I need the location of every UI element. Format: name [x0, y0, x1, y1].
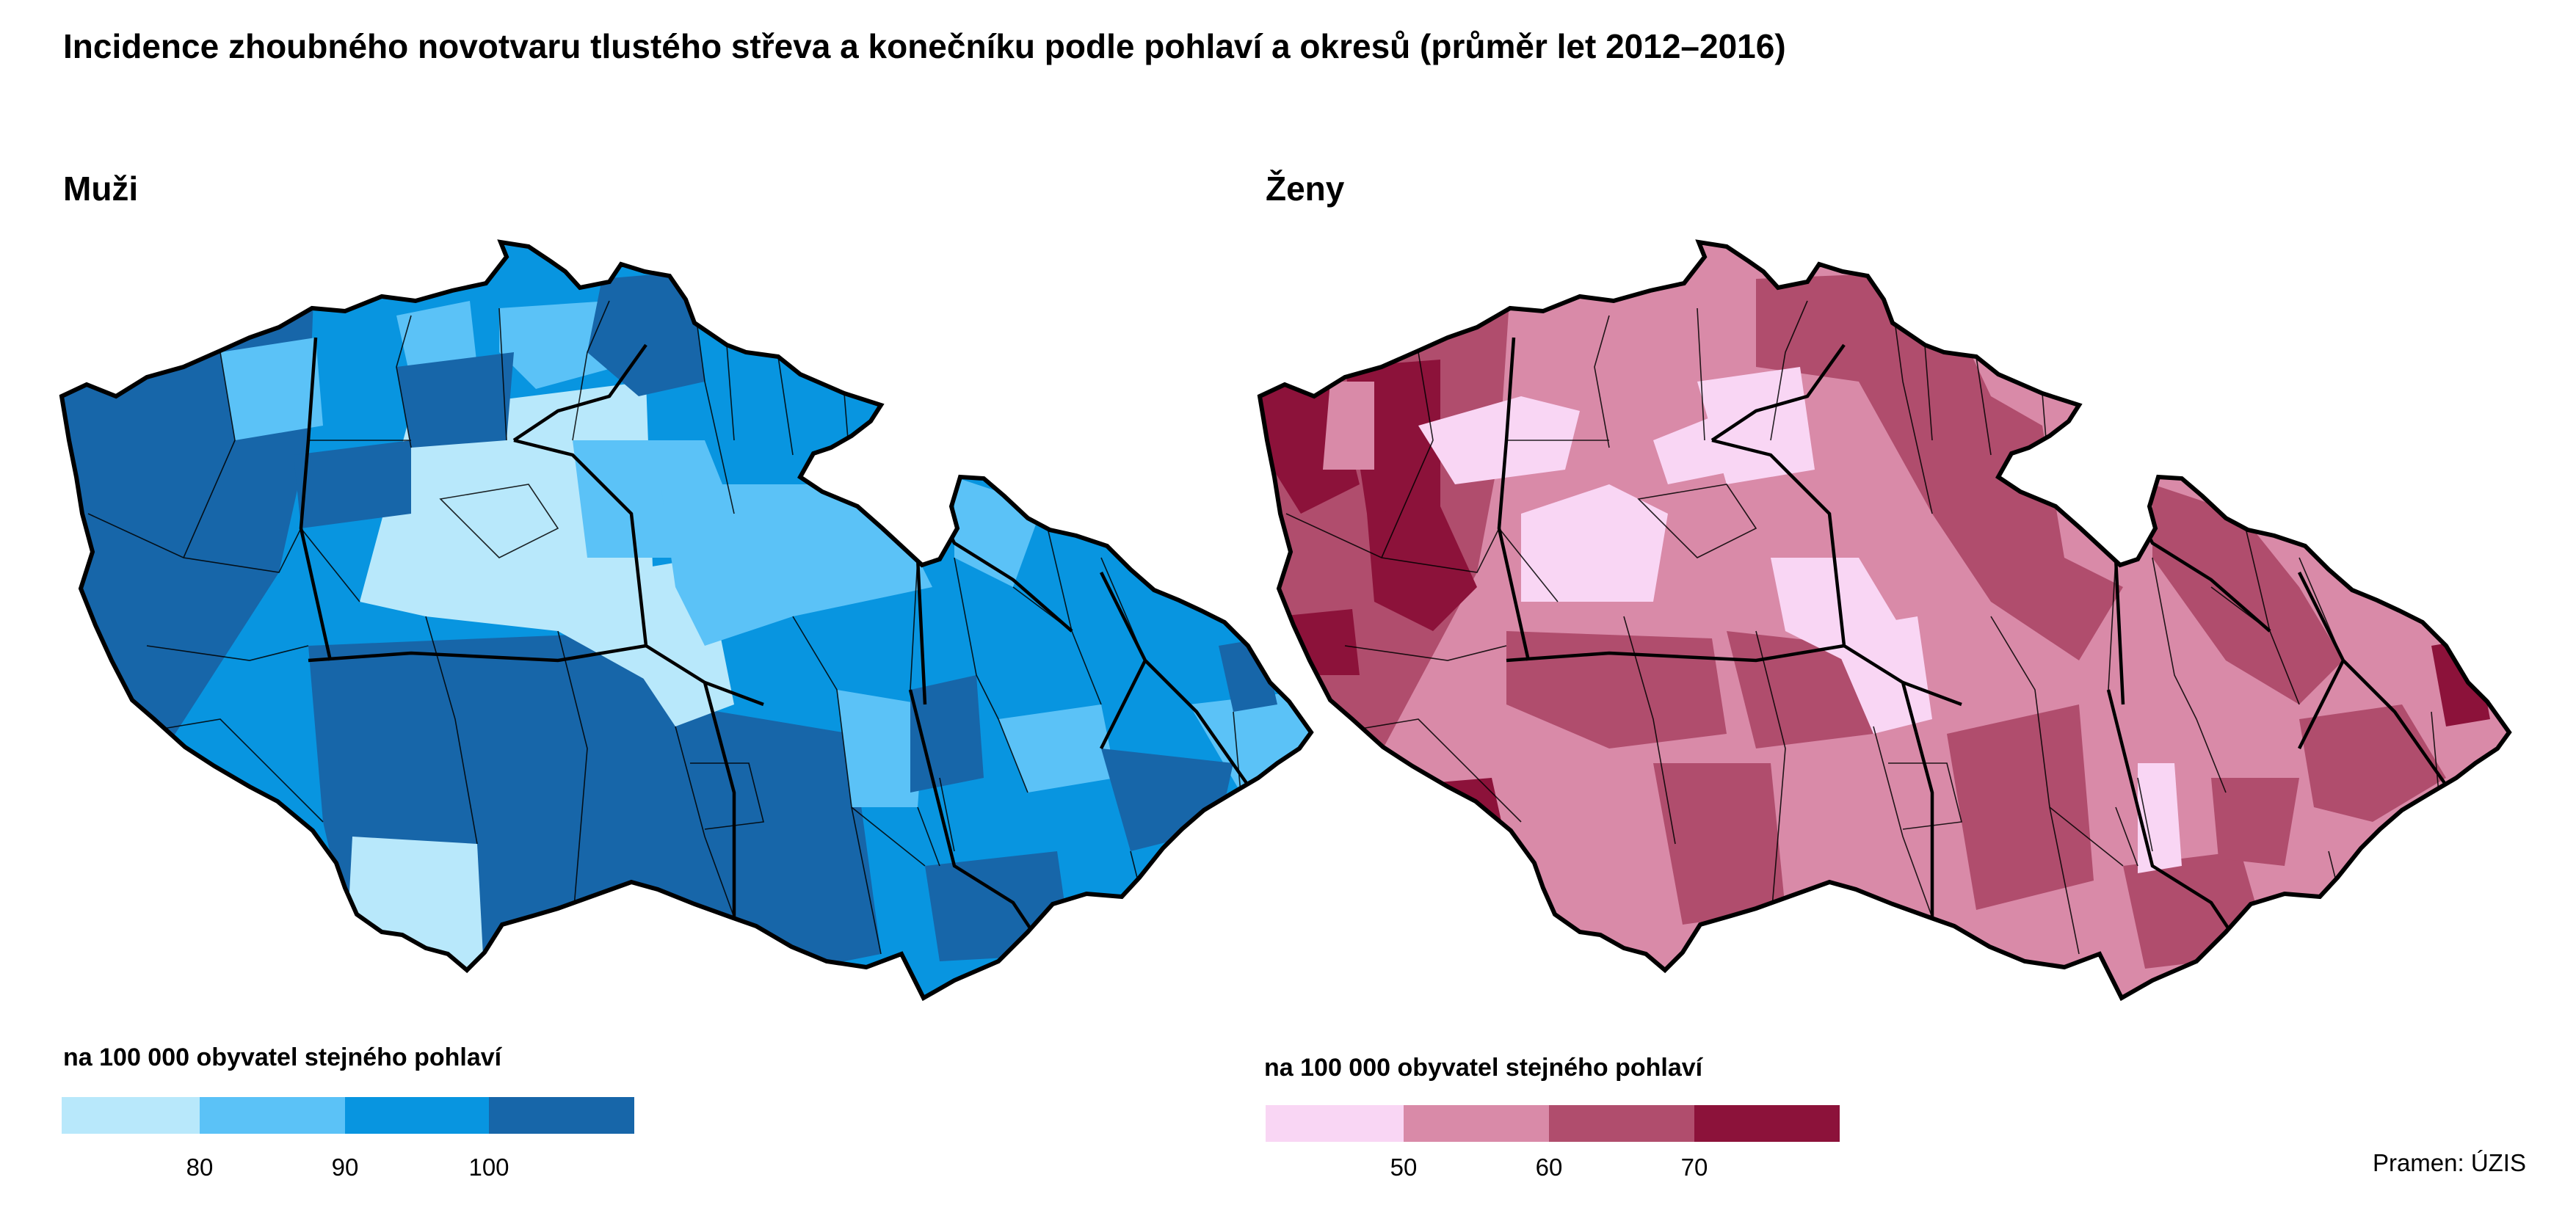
men-map [44, 235, 1336, 1013]
women-legend-swatch-3 [1549, 1105, 1694, 1142]
district-region [998, 704, 1116, 793]
region-borders [1497, 337, 2448, 948]
district-region [1756, 272, 2123, 660]
page-title: Incidence zhoubného novotvaru tlustého s… [63, 27, 1786, 65]
district-region [294, 440, 411, 528]
district-region [661, 484, 932, 646]
district-region [1418, 396, 1580, 484]
district-region [1506, 631, 1727, 748]
district-region [345, 837, 485, 983]
district-region [837, 690, 925, 807]
district-region [1697, 367, 1815, 484]
district-region [1521, 484, 1668, 602]
district-region [1279, 609, 1360, 675]
district-region [396, 352, 514, 448]
district-region [2138, 763, 2182, 873]
men-legend-tick: 100 [468, 1154, 509, 1181]
men-legend-swatch-2 [200, 1097, 345, 1134]
district-region [1829, 616, 1932, 734]
women-legend-swatch-2 [1404, 1105, 1549, 1142]
district-region [2152, 484, 2343, 704]
men-legend-swatch-3 [345, 1097, 489, 1134]
men-panel-title: Muži [63, 170, 139, 208]
women-legend-bar [1266, 1105, 1840, 1142]
district-region [1947, 704, 2094, 910]
women-legend-tick: 50 [1390, 1154, 1418, 1181]
source-note: Pramen: ÚZIS [2372, 1149, 2526, 1176]
district-region [220, 338, 323, 440]
district-region [1653, 763, 1785, 925]
district-region [2211, 778, 2299, 866]
district-region [587, 272, 705, 396]
men-legend-swatch-1 [62, 1097, 200, 1134]
men-legend-swatch-4 [489, 1097, 634, 1134]
women-legend-swatch-4 [1694, 1105, 1840, 1142]
men-legend-tick: 80 [186, 1154, 214, 1181]
women-legend-title: na 100 000 obyvatel stejného pohlaví [1264, 1054, 1703, 1082]
men-legend-tick: 90 [331, 1154, 359, 1181]
district-region [1323, 382, 1374, 470]
women-legend-tick: 60 [1535, 1154, 1563, 1181]
men-legend-title: na 100 000 obyvatel stejného pohlaví [63, 1043, 502, 1071]
women-map [1242, 235, 2534, 1013]
district-region [499, 301, 617, 389]
women-legend-tick: 70 [1680, 1154, 1708, 1181]
men-legend-bar [62, 1097, 634, 1134]
district-region [1367, 506, 1477, 631]
women-legend-swatch-1 [1266, 1105, 1404, 1142]
district-region [1404, 778, 1506, 888]
women-panel-title: Ženy [1266, 170, 1345, 208]
